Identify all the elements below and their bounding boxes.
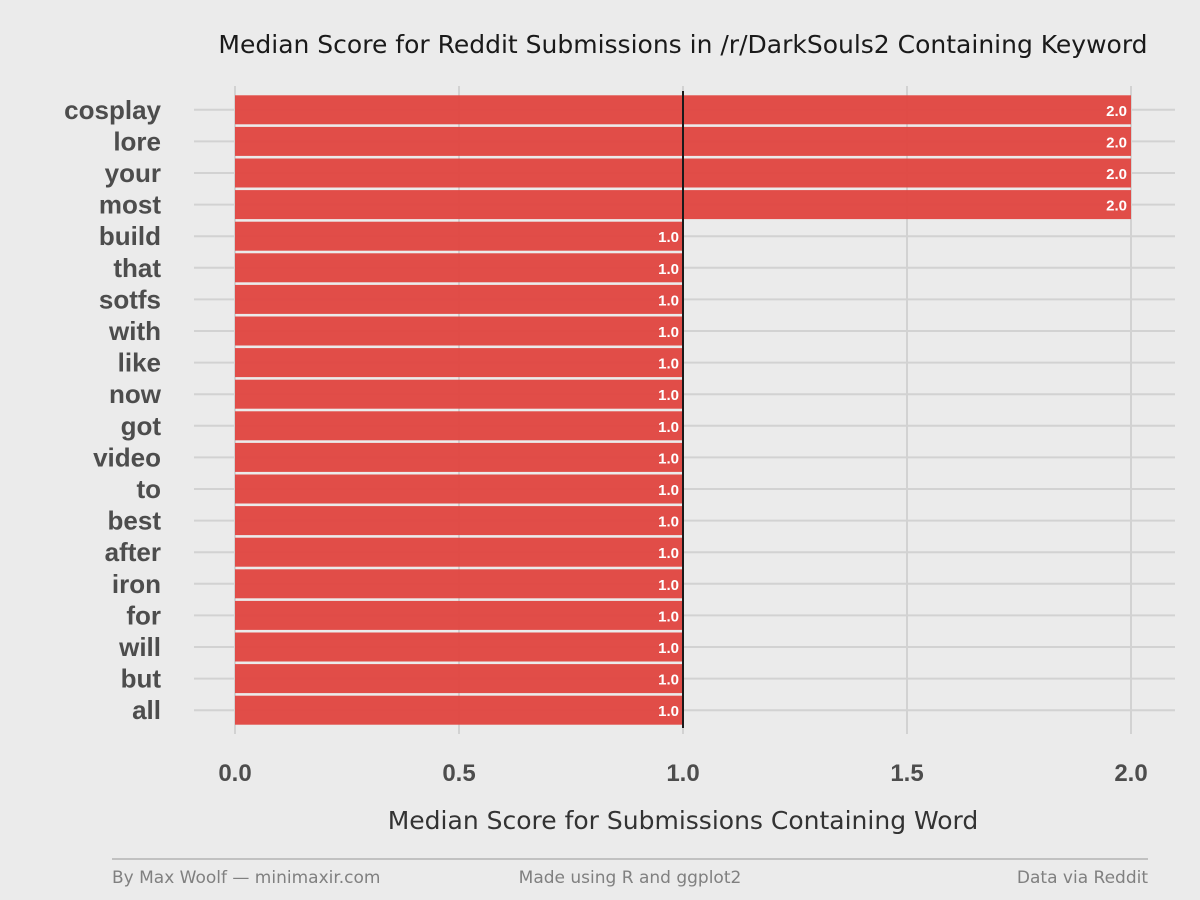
y-tick-label: sotfs [99,284,161,314]
data-label: 1.0 [658,419,679,436]
data-label: 1.0 [658,672,679,689]
y-tick-label: will [118,632,161,662]
data-label: 1.0 [658,450,679,467]
y-tick-label: lore [113,126,161,156]
y-tick-label: best [108,506,162,536]
data-label: 1.0 [658,640,679,657]
footer-source: Data via Reddit [1017,868,1148,888]
data-label: 1.0 [658,545,679,562]
y-tick-label: to [136,474,161,504]
x-tick-label: 0.5 [442,760,475,787]
x-axis-label: Median Score for Submissions Containing … [388,806,979,835]
bar [235,632,683,662]
x-tick-labels: 0.0 0.5 1.0 1.5 2.0 [218,760,1147,787]
bar [235,664,683,694]
y-tick-label: iron [112,569,161,599]
bar [235,600,683,630]
bar [235,506,683,536]
data-label: 1.0 [658,292,679,309]
data-label: 1.0 [658,482,679,499]
data-label: 1.0 [658,608,679,625]
y-tick-label: cosplay [64,95,161,125]
y-tick-label: build [99,221,161,251]
bar [235,411,683,441]
data-label: 1.0 [658,514,679,531]
x-tick-label: 2.0 [1114,760,1147,787]
bar [235,253,683,283]
y-tick-label: with [108,316,161,346]
bar [235,569,683,599]
chart-title: Median Score for Reddit Submissions in /… [218,30,1147,59]
y-tick-label: got [121,411,162,441]
data-label: 1.0 [658,577,679,594]
y-tick-label: now [109,379,162,409]
data-label: 2.0 [1106,166,1127,183]
data-label: 2.0 [1106,134,1127,151]
y-tick-label: your [105,158,161,188]
y-tick-label: for [126,600,161,630]
y-tick-label: after [105,537,161,567]
y-tick-label: but [121,664,162,694]
bar [235,537,683,567]
data-label: 2.0 [1106,103,1127,120]
bars [235,95,1131,725]
x-tick-label: 1.0 [666,760,699,787]
footer-author: By Max Woolf — minimaxir.com [112,868,381,888]
bar [235,284,683,314]
data-label: 2.0 [1106,198,1127,215]
data-label: 1.0 [658,703,679,720]
data-label: 1.0 [658,387,679,404]
bar [235,316,683,346]
bar [235,379,683,409]
data-labels: 2.0 2.0 2.0 2.0 1.0 1.0 1.0 1.0 1.0 1.0 1.0 1.0 1.0 1… [658,103,1127,720]
data-label: 1.0 [658,324,679,341]
x-tick-label: 1.5 [890,760,923,787]
x-tick-label: 0.0 [218,760,251,787]
y-tick-label: that [113,253,161,283]
footer-tools: Made using R and ggplot2 [519,868,742,888]
y-tick-label: most [99,190,161,220]
bar [235,474,683,504]
y-tick-label: all [132,695,161,725]
y-tick-label: video [93,442,161,472]
y-tick-label: like [118,348,161,378]
bar [235,442,683,472]
bar [235,695,683,725]
bar [235,221,683,251]
data-label: 1.0 [658,356,679,373]
bar [235,348,683,378]
data-label: 1.0 [658,229,679,246]
y-tick-labels: cosplayloreyourmostbuildthatsotfswithlik… [64,95,162,725]
data-label: 1.0 [658,261,679,278]
